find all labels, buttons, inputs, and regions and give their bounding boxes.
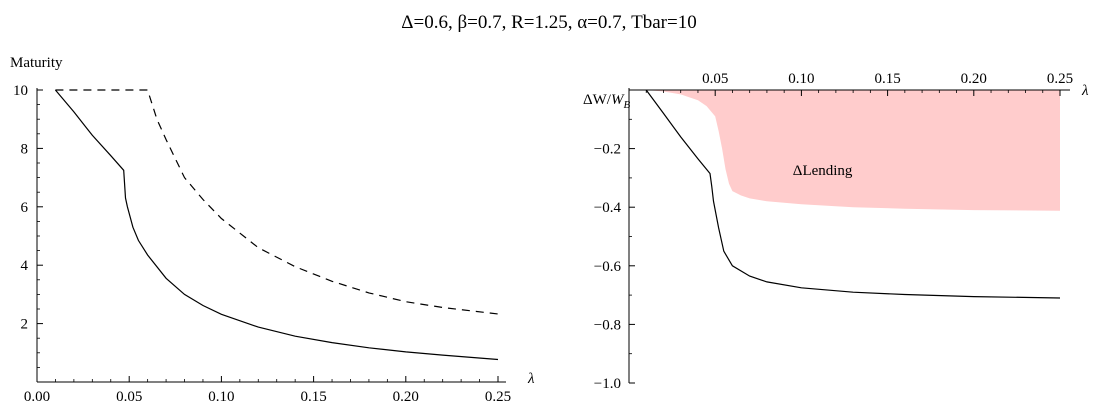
right-chart: 0.05 0.10 0.15 0.20 0.25 −0.2 −0.4 −0.6 −0.8 −1.0… — [583, 71, 1089, 392]
left-y-tick-label: 8 — [21, 141, 29, 157]
delta-lending-area — [646, 90, 1060, 211]
left-x-axis-label: λ — [527, 371, 535, 387]
right-y-tick-label: −0.2 — [594, 142, 621, 158]
right-x-axis-label: λ — [1081, 83, 1089, 99]
left-y-tick-label: 2 — [21, 317, 29, 333]
right-solid-series-line — [645, 89, 1061, 299]
right-y-axis-label: ΔW/WB — [583, 92, 630, 111]
right-x-tick-label: 0.10 — [788, 71, 814, 87]
left-solid-series-line — [54, 89, 499, 361]
right-x-tick-label: 0.15 — [874, 71, 900, 87]
right-x-tick-label: 0.05 — [702, 71, 728, 87]
figure-title: Δ=0.6, β=0.7, R=1.25, α=0.7, Tbar=10 — [401, 12, 696, 33]
left-x-tick-label: 0.10 — [208, 389, 234, 404]
left-x-tick-label: 0.20 — [393, 389, 419, 404]
left-x-tick-label: 0.00 — [24, 389, 50, 404]
left-x-tick-label: 0.05 — [116, 389, 142, 404]
right-x-tick-label: 0.20 — [961, 71, 987, 87]
left-y-tick-label: 4 — [21, 258, 29, 274]
right-y-tick-label: −0.4 — [594, 200, 622, 216]
left-x-tick-label: 0.15 — [300, 389, 326, 404]
delta-lending-annotation: ΔLending — [793, 163, 853, 179]
left-y-tick-label: 6 — [21, 200, 29, 216]
right-y-tick-label: −1.0 — [594, 376, 621, 392]
right-x-tick-label: 0.25 — [1047, 71, 1073, 87]
right-y-tick-label: −0.6 — [594, 259, 622, 275]
left-y-tick-label: 10 — [13, 83, 28, 99]
left-y-axis-label: Maturity — [10, 55, 63, 71]
left-dashed-series-line — [55, 89, 499, 315]
left-x-tick-label: 0.25 — [485, 389, 511, 404]
right-y-tick-label: −0.8 — [594, 317, 621, 333]
